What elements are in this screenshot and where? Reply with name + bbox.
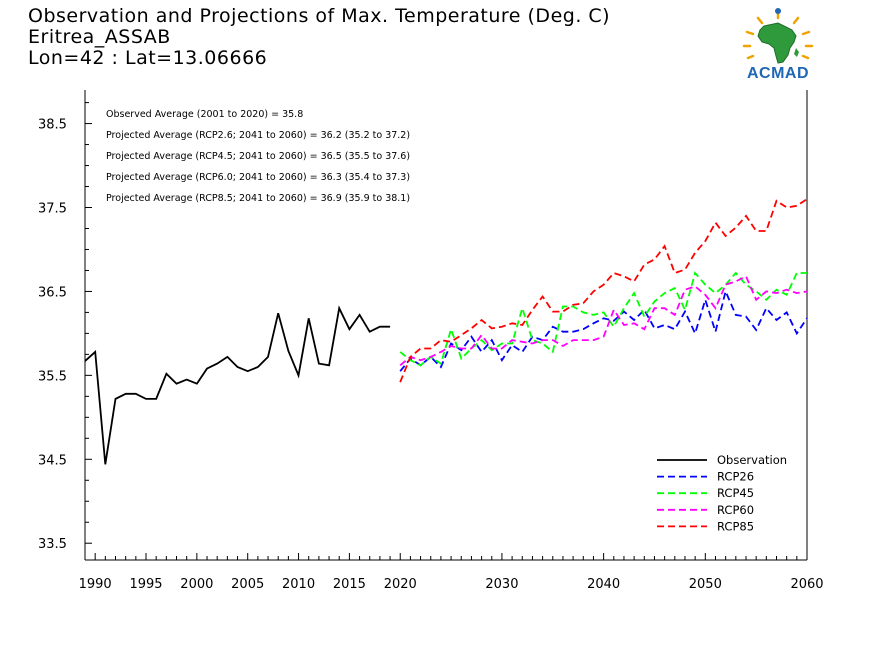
series-line-rcp60 <box>399 275 808 366</box>
series-line-rcp45 <box>399 271 807 367</box>
legend-label: RCP85 <box>717 519 754 533</box>
legend-label: RCP26 <box>717 470 754 484</box>
acmad-logo: ACMAD <box>738 8 818 84</box>
series-line-rcp85 <box>399 198 808 383</box>
legend-label: RCP45 <box>717 486 754 500</box>
x-tick-label: 2050 <box>689 577 722 592</box>
x-tick-label: 2060 <box>790 577 823 592</box>
title-line-3: Lon=42 : Lat=13.06666 <box>28 47 268 69</box>
series-lines <box>84 198 808 465</box>
legend: Observation RCP26 RCP45 RCP60 RCP85 <box>657 453 787 533</box>
note-line: Projected Average (RCP8.5; 2041 to 2060)… <box>106 193 410 204</box>
title-line-2: Eritrea_ASSAB <box>28 26 171 48</box>
x-tick-label: 2010 <box>282 577 315 592</box>
series-line-rcp26 <box>399 288 808 372</box>
annotation-notes: Observed Average (2001 to 2020) = 35.8 Pr… <box>106 109 410 204</box>
series-line-observation <box>84 305 391 465</box>
x-tick-label: 1995 <box>129 577 162 592</box>
logo-text: ACMAD <box>746 65 810 82</box>
x-tick-label: 2005 <box>231 577 264 592</box>
y-tick-label: 38.5 <box>38 118 67 133</box>
y-tick-label: 36.5 <box>38 285 67 300</box>
axes: 33.5 34.5 35.5 36.5 37.5 38.5 1990 1995 2000 2005… <box>38 90 824 592</box>
x-tick-label: 2040 <box>587 577 620 592</box>
x-tick-label: 2000 <box>180 577 213 592</box>
x-tick-label: 2030 <box>485 577 518 592</box>
note-line: Projected Average (RCP2.6; 2041 to 2060)… <box>106 130 410 141</box>
legend-label: Observation <box>717 453 787 467</box>
africa-logo-icon <box>742 8 814 64</box>
y-tick-label: 35.5 <box>38 369 67 384</box>
y-tick-label: 34.5 <box>38 453 67 468</box>
x-tick-label: 2020 <box>384 577 417 592</box>
legend-label: RCP60 <box>717 503 754 517</box>
x-tick-label: 1990 <box>79 577 112 592</box>
note-line: Projected Average (RCP6.0; 2041 to 2060)… <box>106 172 410 183</box>
title-line-1: Observation and Projections of Max. Temp… <box>28 5 611 27</box>
y-tick-label: 33.5 <box>38 537 67 552</box>
chart-title: Observation and Projections of Max. Temp… <box>28 6 610 69</box>
note-line: Observed Average (2001 to 2020) = 35.8 <box>106 109 303 120</box>
note-line: Projected Average (RCP4.5; 2041 to 2060)… <box>106 151 410 162</box>
y-tick-label: 37.5 <box>38 202 67 217</box>
x-tick-label: 2015 <box>333 577 366 592</box>
